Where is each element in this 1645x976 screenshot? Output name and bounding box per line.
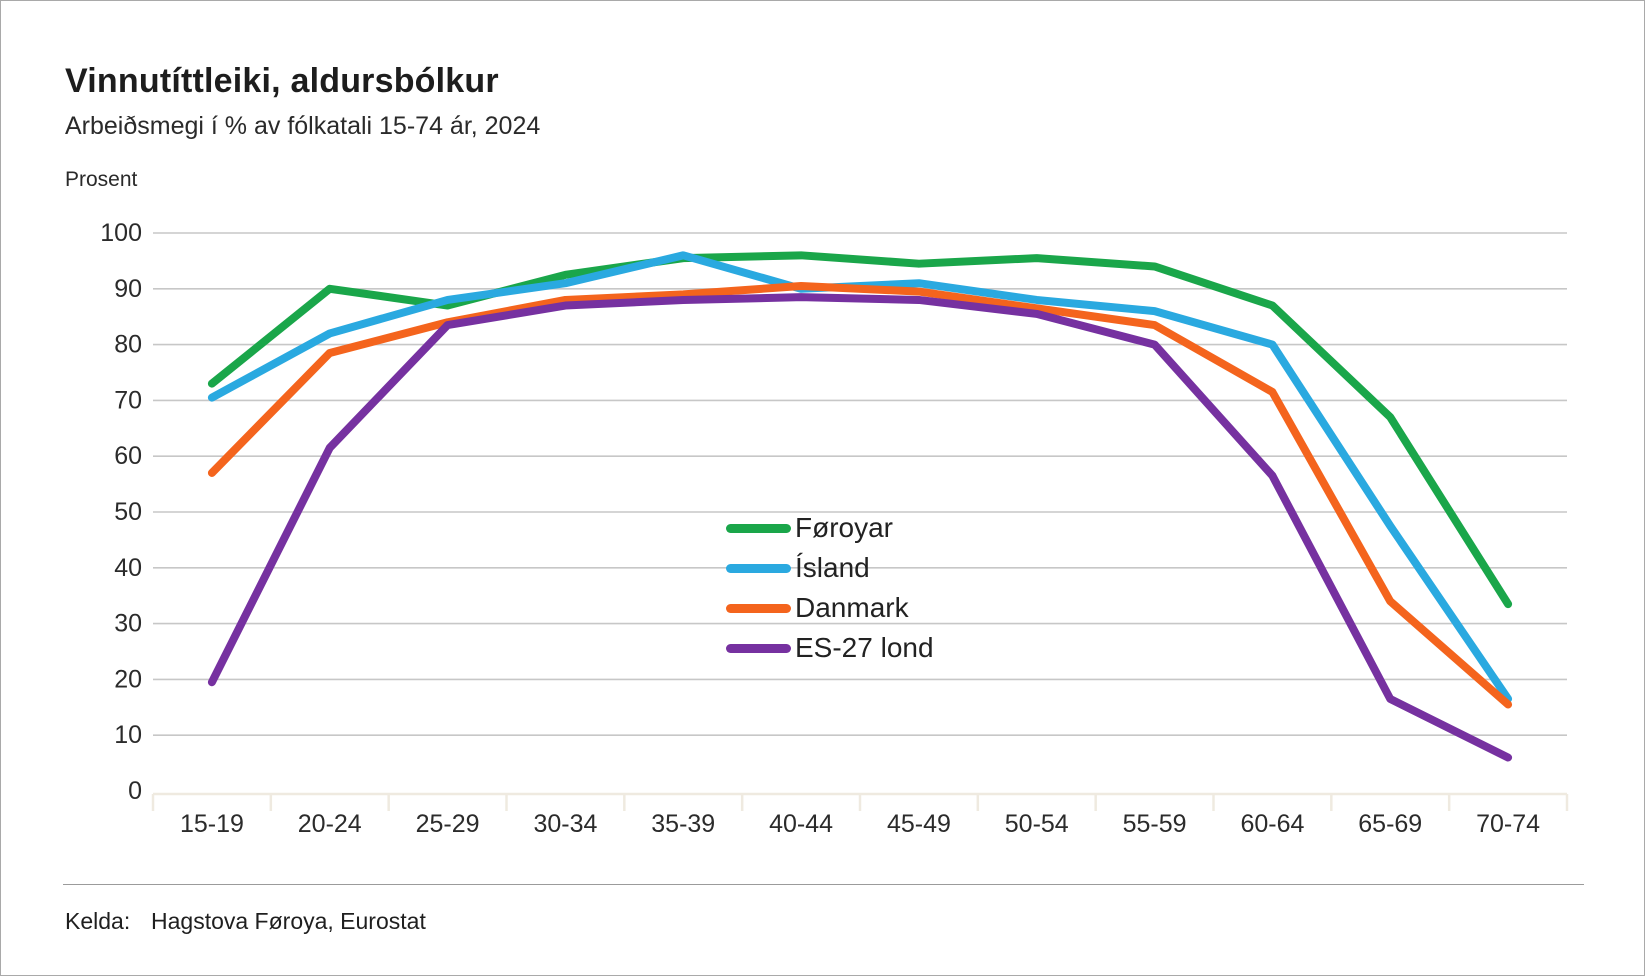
source-text: Hagstova Føroya, Eurostat bbox=[151, 908, 426, 934]
x-tick-label-65-69: 65-69 bbox=[1358, 810, 1422, 838]
y-tick-label-70: 70 bbox=[114, 386, 142, 414]
y-tick-label-90: 90 bbox=[114, 275, 142, 303]
x-tick-label-40-44: 40-44 bbox=[769, 810, 833, 838]
y-tick-label-30: 30 bbox=[114, 610, 142, 638]
x-tick-label-50-54: 50-54 bbox=[1005, 810, 1069, 838]
chart-title: Vinnutíttleiki, aldursbólkur bbox=[65, 62, 499, 100]
footer-divider bbox=[63, 884, 1584, 885]
x-tick-label-60-64: 60-64 bbox=[1240, 810, 1304, 838]
legend-swatch-f-royar bbox=[726, 523, 791, 533]
y-tick-label-10: 10 bbox=[114, 721, 142, 749]
legend-item-es-27-lond: ES-27 lond bbox=[726, 628, 934, 668]
legend-label: Føroyar bbox=[795, 512, 893, 543]
legend-swatch-es-27-lond bbox=[726, 643, 791, 653]
legend-swatch-danmark bbox=[726, 603, 791, 613]
y-tick-label-50: 50 bbox=[114, 498, 142, 526]
y-tick-label-20: 20 bbox=[114, 665, 142, 693]
y-tick-label-60: 60 bbox=[114, 442, 142, 470]
legend-item-danmark: Danmark bbox=[726, 588, 934, 628]
x-tick-label-30-34: 30-34 bbox=[533, 810, 597, 838]
y-tick-label-100: 100 bbox=[100, 219, 142, 247]
x-tick-label-15-19: 15-19 bbox=[180, 810, 244, 838]
y-axis-title: Prosent bbox=[65, 168, 138, 191]
x-tick-label-35-39: 35-39 bbox=[651, 810, 715, 838]
legend-label: Ísland bbox=[795, 552, 870, 583]
legend-label: Danmark bbox=[795, 592, 909, 623]
legend-item-f-royar: Føroyar bbox=[726, 508, 934, 548]
x-tick-label-25-29: 25-29 bbox=[416, 810, 480, 838]
x-tick-label-55-59: 55-59 bbox=[1123, 810, 1187, 838]
x-tick-label-45-49: 45-49 bbox=[887, 810, 951, 838]
legend-item-sland: Ísland bbox=[726, 548, 934, 588]
series-line-danmark bbox=[207, 282, 1513, 709]
chart-subtitle: Arbeiðsmegi í % av fólkatali 15-74 ár, 2… bbox=[65, 112, 541, 140]
legend-label: ES-27 lond bbox=[795, 632, 934, 663]
y-tick-label-80: 80 bbox=[114, 331, 142, 359]
x-tick-label-20-24: 20-24 bbox=[298, 810, 362, 838]
y-tick-label-0: 0 bbox=[128, 777, 142, 805]
source-note: Kelda: Hagstova Føroya, Eurostat bbox=[65, 906, 426, 936]
y-tick-label-40: 40 bbox=[114, 554, 142, 582]
source-label: Kelda: bbox=[65, 908, 131, 934]
series-line-es-27-lond bbox=[207, 293, 1513, 762]
legend-swatch-sland bbox=[726, 563, 791, 573]
x-tick-label-70-74: 70-74 bbox=[1476, 810, 1540, 838]
legend: Føroyar Ísland Danmark ES-27 lond bbox=[726, 508, 934, 668]
